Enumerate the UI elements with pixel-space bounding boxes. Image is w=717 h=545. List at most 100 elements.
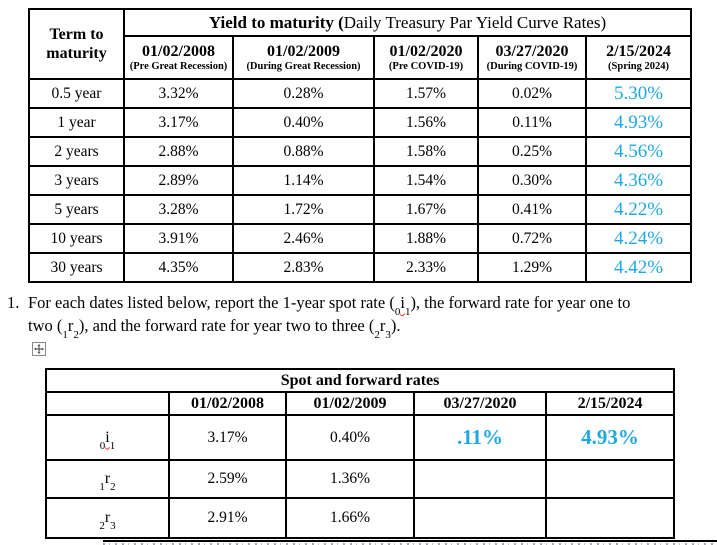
yield-cell: 1.72% — [232, 194, 375, 225]
subscript: 1 — [99, 481, 105, 494]
yield-cell: 0.30% — [477, 165, 587, 196]
yield-cell: 1.88% — [373, 223, 479, 254]
spot-rate-notation: 0i1 — [100, 429, 115, 452]
rate-cell-highlighted: 4.93% — [544, 414, 676, 461]
table-move-handle-icon[interactable] — [32, 342, 46, 356]
column-subtitle: (During COVID-19) — [486, 60, 578, 72]
spot-rate-label: 0i1 — [45, 414, 170, 461]
yield-table-title-regular: Daily Treasury Par Yield Curve Rates) — [343, 12, 607, 32]
yield-cell: 2.88% — [123, 136, 234, 167]
yield-cell-highlighted: 4.56% — [584, 136, 693, 167]
term-cell: 5 years — [28, 194, 125, 225]
subscript: 3 — [110, 520, 116, 533]
table-row: 0i1 3.17% 0.40% .11% 4.93% — [45, 414, 676, 461]
yield-table-title-bold: Yield to maturity ( — [208, 12, 344, 32]
rate-cell: 3.17% — [168, 414, 287, 461]
table-row: 2 years 2.88% 0.88% 1.58% 0.25% 4.56% — [28, 136, 693, 167]
yield-cell: 1.67% — [373, 194, 479, 225]
column-date: 2/15/2024 — [606, 42, 671, 60]
question-text: ). — [390, 315, 401, 335]
answer-cell-empty[interactable] — [413, 497, 547, 539]
yield-cell-highlighted: 4.93% — [584, 107, 693, 138]
clipped-text-line — [103, 540, 717, 545]
column-date: 01/02/2008 — [142, 42, 215, 60]
yield-cell: 0.72% — [477, 223, 587, 254]
term-cell: 10 years — [28, 223, 125, 254]
yield-cell: 1.29% — [477, 252, 587, 283]
yield-cell: 2.89% — [123, 165, 234, 196]
rate-cell: 1.36% — [285, 459, 415, 499]
question-text: For each dates listed below, report the … — [28, 293, 395, 312]
column-header-2009: 01/02/2009 (During Great Recession) — [232, 35, 375, 80]
question-text: ), and the forward rate for year two to … — [78, 315, 375, 335]
table-row: 30 years 4.35% 2.83% 2.33% 1.29% 4.42% — [28, 252, 693, 283]
column-subtitle: (Pre Great Recession) — [129, 60, 228, 72]
yield-cell: 0.02% — [477, 78, 587, 109]
column-date: 01/02/2009 — [267, 42, 340, 60]
column-date: 01/02/2020 — [389, 42, 463, 60]
subscript: 2 — [374, 328, 380, 341]
yield-cell-highlighted: 4.24% — [584, 223, 693, 254]
table-row: 5 years 3.28% 1.72% 1.67% 0.41% 4.22% — [28, 194, 693, 225]
column-subtitle: (During Great Recession) — [246, 60, 361, 72]
column-header-2020during: 03/27/2020 (During COVID-19) — [477, 35, 587, 80]
rate-cell: 2.59% — [168, 459, 287, 499]
forward-rate-1-2-label: 1r2 — [45, 459, 170, 499]
clipped-text-marks — [103, 543, 717, 545]
question-number: 1. — [7, 293, 20, 312]
yield-cell: 0.40% — [232, 107, 375, 138]
yield-cell: 2.46% — [232, 223, 375, 254]
yield-cell-highlighted: 5.30% — [584, 78, 693, 109]
column-header-2024: 2/15/2024 — [544, 391, 676, 416]
subscript: 0 — [99, 439, 106, 452]
answer-cell-empty[interactable] — [413, 459, 547, 499]
yield-cell: 1.57% — [373, 78, 479, 109]
yield-cell: 3.28% — [123, 194, 234, 225]
table-row: 3 years 2.89% 1.14% 1.54% 0.30% 4.36% — [28, 165, 693, 196]
answer-cell-empty[interactable] — [544, 497, 676, 539]
yield-cell: 3.91% — [123, 223, 234, 254]
yield-cell: 2.83% — [232, 252, 375, 283]
rate-cell: 1.66% — [285, 497, 415, 539]
subscript: 1 — [62, 328, 68, 341]
yield-cell: 1.56% — [373, 107, 479, 138]
column-header-2020pre: 01/02/2020 (Pre COVID-19) — [373, 35, 479, 80]
column-subtitle: (Pre COVID-19) — [388, 60, 464, 72]
yield-cell: 1.54% — [373, 165, 479, 196]
answer-cell-empty[interactable] — [544, 459, 676, 499]
yield-cell-highlighted: 4.42% — [584, 252, 693, 283]
yield-cell: 3.17% — [123, 107, 234, 138]
term-to-maturity-header: Term to maturity — [28, 8, 125, 80]
yield-table: Term to maturity Yield to maturity (Dail… — [28, 8, 693, 283]
rate-cell: 0.40% — [285, 414, 415, 461]
rate-letter: r — [67, 315, 74, 335]
question-text: two ( — [28, 315, 63, 335]
column-date: 03/27/2020 — [495, 42, 569, 60]
yield-cell-highlighted: 4.36% — [584, 165, 693, 196]
column-header-2008: 01/02/2008 — [168, 391, 287, 416]
forward-rate-notation-1: 1r2 — [99, 470, 115, 493]
yield-cell: 2.33% — [373, 252, 479, 283]
yield-cell: 1.58% — [373, 136, 479, 167]
subscript: 2 — [99, 520, 105, 533]
yield-cell: 0.25% — [477, 136, 587, 167]
column-header-2008: 01/02/2008 (Pre Great Recession) — [123, 35, 234, 80]
yield-cell-highlighted: 4.22% — [584, 194, 693, 225]
column-header-2024: 2/15/2024 (Spring 2024) — [584, 35, 693, 80]
forward-rate-2-3-label: 2r3 — [45, 497, 170, 539]
table-row: 10 years 3.91% 2.46% 1.88% 0.72% 4.24% — [28, 223, 693, 254]
question-line-1: For each dates listed below, report the … — [28, 292, 631, 319]
subscript: 1 — [404, 306, 411, 319]
term-cell: 3 years — [28, 165, 125, 196]
term-cell: 0.5 year — [28, 78, 125, 109]
subscript: 1 — [109, 439, 116, 452]
yield-cell: 0.11% — [477, 107, 587, 138]
table-row: 1 year 3.17% 0.40% 1.56% 0.11% 4.93% — [28, 107, 693, 138]
subscript: 3 — [385, 328, 391, 341]
question-text: ), the forward rate for year one to — [410, 293, 631, 312]
subscript: 0 — [394, 306, 401, 319]
yield-cell: 0.28% — [232, 78, 375, 109]
forward-rate-notation-2: 2r3 — [99, 509, 115, 532]
yield-cell: 0.41% — [477, 194, 587, 225]
